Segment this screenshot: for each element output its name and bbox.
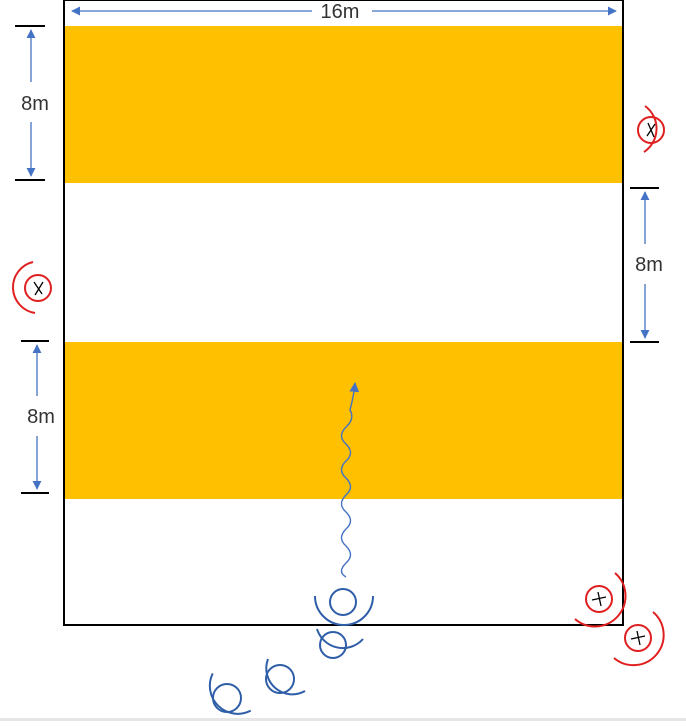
defender-x-icon [637, 105, 665, 153]
top-band-height-label: 8m [21, 93, 49, 115]
attacker-circle-icon [314, 588, 374, 626]
defender-x-icon [574, 572, 627, 628]
defender-x-icon [613, 611, 665, 667]
attacker-circle-icon [265, 658, 306, 696]
attacker-circle-icon [208, 672, 252, 715]
width-dimension: 16m [71, 1, 617, 23]
gap-height-label: 8m [635, 254, 663, 276]
defender-x-icon [11, 261, 52, 314]
lower-band-dimension: 8m [21, 340, 55, 494]
bottom-divider [0, 718, 686, 721]
width-label: 16m [321, 1, 360, 23]
top-band-dimension: 8m [15, 25, 49, 181]
wavy-run-arrow [340, 382, 360, 578]
lower-band-height-label: 8m [27, 406, 55, 428]
attacker-circle-icon [316, 628, 364, 659]
lower-zone-band [65, 342, 622, 499]
gap-dimension: 8m [630, 187, 663, 343]
top-zone-band [65, 26, 622, 183]
